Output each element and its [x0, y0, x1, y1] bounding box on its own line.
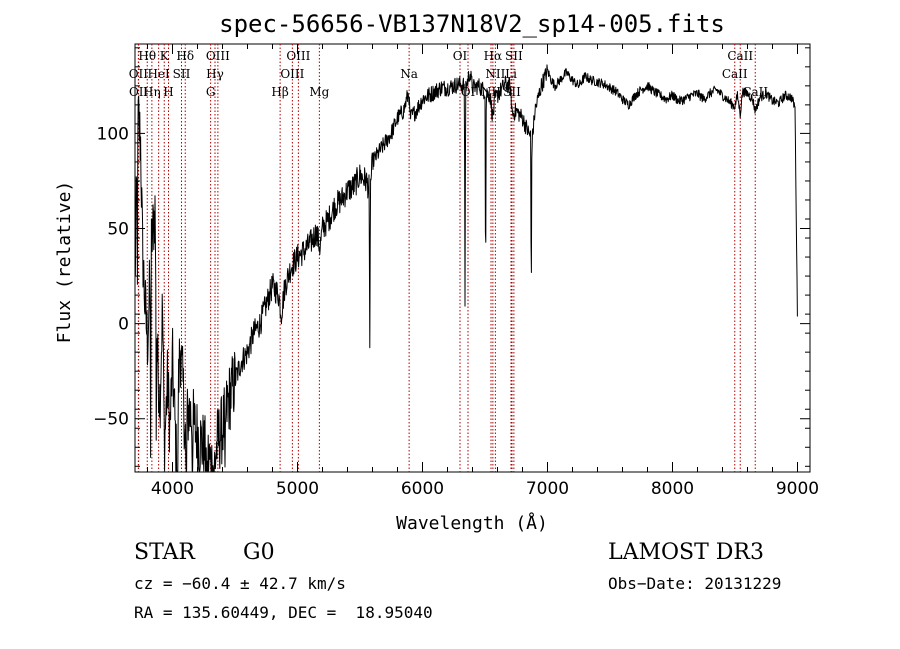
- line-marker-label: H: [163, 85, 173, 99]
- line-marker-label: Li: [505, 67, 517, 81]
- line-marker-label: Hδ: [176, 49, 194, 63]
- coordinates-text: RA = 135.60449, DEC = 18.95040: [134, 603, 433, 622]
- line-marker-label: CaII: [727, 49, 753, 63]
- line-marker-label: HeI: [147, 67, 170, 81]
- line-marker-label: Hβ: [271, 85, 288, 99]
- x-tick-label: 9000: [776, 479, 819, 499]
- x-tick-label: 6000: [401, 479, 444, 499]
- line-marker-label: OIII: [286, 49, 310, 63]
- line-marker-label: OIII: [280, 67, 304, 81]
- y-tick-label: 100: [97, 124, 129, 144]
- survey-name: LAMOST DR3: [608, 540, 764, 565]
- line-marker-label: OII: [129, 85, 149, 99]
- line-marker-label: NII: [485, 67, 505, 81]
- spectrum-line: [134, 64, 798, 472]
- redshift-text: cz = −60.4 ± 42.7 km/s: [134, 574, 346, 593]
- line-marker-label: Hη: [143, 85, 161, 99]
- line-marker-label: OIII: [206, 49, 230, 63]
- axis-ticks: [135, 44, 810, 472]
- chart-title: spec-56656-VB137N18V2_sp14-005.fits: [219, 10, 725, 38]
- plot-frame: [134, 43, 811, 473]
- x-tick-label: 8000: [651, 479, 694, 499]
- line-marker-label: Hα: [484, 49, 503, 63]
- line-marker-label: Na: [400, 67, 418, 81]
- x-tick-label: 4000: [151, 479, 194, 499]
- x-tick-label: 7000: [526, 479, 569, 499]
- obs-date-text: Obs−Date: 20131229: [608, 574, 782, 593]
- y-tick-label: −50: [93, 410, 129, 430]
- line-marker-label: OII: [129, 67, 149, 81]
- x-axis-label: Wavelength (Å): [396, 512, 548, 534]
- y-axis-label: Flux (relative): [54, 181, 75, 344]
- line-marker-label: SII: [505, 49, 523, 63]
- object-subclass: G0: [243, 540, 275, 565]
- axis-tick-labels: 4000 5000 6000 7000 8000 9000 −50 0 50 100: [93, 124, 819, 499]
- line-marker-label: CaII: [722, 67, 748, 81]
- line-marker-label: Hγ: [206, 67, 224, 81]
- y-tick-label: 50: [107, 220, 129, 240]
- line-marker-label: OI: [453, 49, 468, 63]
- line-marker-label: Hθ: [138, 49, 156, 63]
- object-class: STAR: [134, 540, 195, 565]
- line-marker-label: Mg: [309, 85, 329, 99]
- line-marker-label: K: [160, 49, 170, 63]
- x-tick-label: 5000: [276, 479, 319, 499]
- line-marker-label: G: [206, 85, 216, 99]
- line-marker-label: SII: [173, 67, 191, 81]
- y-tick-label: 0: [118, 315, 129, 335]
